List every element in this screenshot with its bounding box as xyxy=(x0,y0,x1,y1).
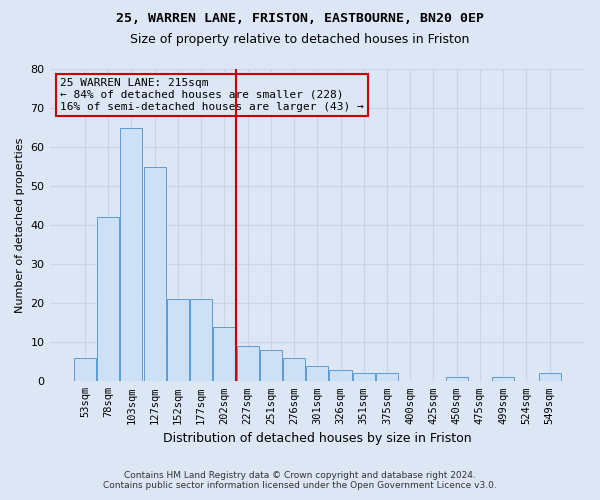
Text: 25, WARREN LANE, FRISTON, EASTBOURNE, BN20 0EP: 25, WARREN LANE, FRISTON, EASTBOURNE, BN… xyxy=(116,12,484,26)
Bar xyxy=(446,378,468,382)
X-axis label: Distribution of detached houses by size in Friston: Distribution of detached houses by size … xyxy=(163,432,472,445)
Bar xyxy=(190,300,212,382)
Bar xyxy=(143,166,166,382)
Bar xyxy=(283,358,305,382)
Bar xyxy=(167,300,189,382)
Bar xyxy=(492,378,514,382)
Bar xyxy=(260,350,282,382)
Bar xyxy=(213,326,235,382)
Bar xyxy=(236,346,259,382)
Bar xyxy=(74,358,96,382)
Text: Contains HM Land Registry data © Crown copyright and database right 2024.
Contai: Contains HM Land Registry data © Crown c… xyxy=(103,470,497,490)
Text: 25 WARREN LANE: 215sqm
← 84% of detached houses are smaller (228)
16% of semi-de: 25 WARREN LANE: 215sqm ← 84% of detached… xyxy=(60,78,364,112)
Bar xyxy=(121,128,142,382)
Bar xyxy=(329,370,352,382)
Bar xyxy=(376,374,398,382)
Bar xyxy=(306,366,328,382)
Y-axis label: Number of detached properties: Number of detached properties xyxy=(15,138,25,313)
Bar xyxy=(353,374,375,382)
Bar xyxy=(539,374,560,382)
Bar xyxy=(97,218,119,382)
Text: Size of property relative to detached houses in Friston: Size of property relative to detached ho… xyxy=(130,32,470,46)
